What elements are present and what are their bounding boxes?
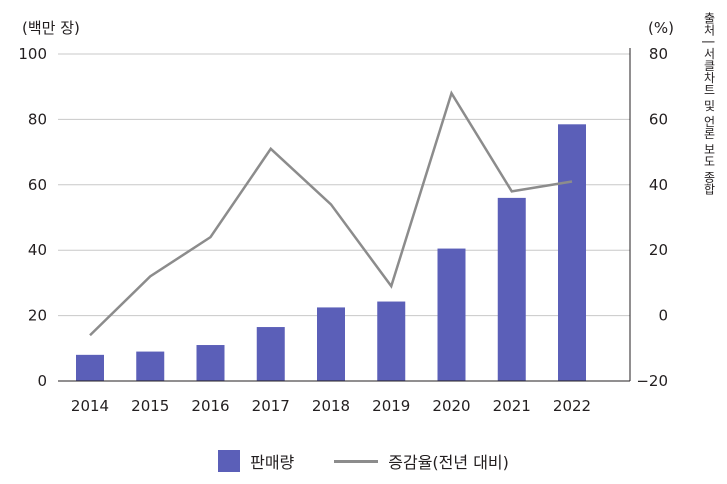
axes (58, 48, 631, 382)
x-tick-label: 2017 (252, 397, 290, 415)
y-right-tick-label: 80 (649, 45, 668, 63)
tick-labels: 0 20 40 60 80 100 −20 0 20 40 60 80 2014 2015 2016 2017… (18, 45, 668, 415)
bar-2015 (136, 351, 165, 381)
bar-series (76, 124, 586, 382)
bar-2014 (76, 354, 104, 381)
bar-2018 (317, 307, 345, 381)
bar-2016 (196, 345, 225, 381)
growth-rate-line (89, 90, 573, 337)
y-right-tick-label: 20 (649, 241, 668, 259)
x-tick-label: 2021 (493, 397, 531, 415)
legend-bar-swatch (218, 450, 241, 472)
line-series (89, 90, 573, 337)
legend-item-bar: 판매량 (218, 449, 294, 473)
bar-2020 (437, 248, 466, 381)
legend-bar-label: 판매량 (250, 453, 295, 472)
legend-line-label: 증감율(전년 대비) (388, 453, 509, 472)
y-right-tick-label: 60 (649, 110, 668, 128)
y-right-unit: (%) (648, 19, 674, 37)
gridlines (58, 53, 630, 317)
bar-2017 (256, 327, 285, 381)
y-left-tick-label: 40 (28, 241, 47, 259)
y-left-tick-label: 100 (18, 45, 47, 63)
x-tick-label: 2018 (312, 397, 350, 415)
y-right-tick-label: 40 (649, 176, 668, 194)
source-note: 출처 | 서클차트 및 언론 보도 종합 (702, 12, 716, 195)
legend-item-line: 증감율(전년 대비) (334, 449, 509, 473)
y-left-tick-label: 0 (37, 372, 47, 390)
chart: 0 20 40 60 80 100 −20 0 20 40 60 80 2014 2015 2016 2017… (18, 19, 674, 415)
y-right-tick-label: 0 (658, 307, 668, 325)
y-left-unit: (백만 장) (22, 19, 80, 37)
x-tick-label: 2014 (71, 397, 109, 415)
legend-line-swatch (334, 459, 379, 463)
bar-2022 (558, 124, 586, 382)
y-left-tick-label: 80 (28, 110, 47, 128)
y-left-tick-label: 60 (28, 176, 47, 194)
x-tick-label: 2022 (553, 397, 591, 415)
y-left-tick-label: 20 (28, 307, 47, 325)
x-tick-label: 2015 (131, 397, 169, 415)
bar-2021 (497, 197, 526, 381)
y-right-tick-label: −20 (636, 372, 668, 390)
bar-2019 (377, 301, 406, 381)
x-tick-label: 2020 (432, 397, 470, 415)
legend: 판매량 증감율(전년 대비) (0, 446, 727, 476)
x-tick-label: 2019 (372, 397, 410, 415)
x-tick-label: 2016 (191, 397, 229, 415)
